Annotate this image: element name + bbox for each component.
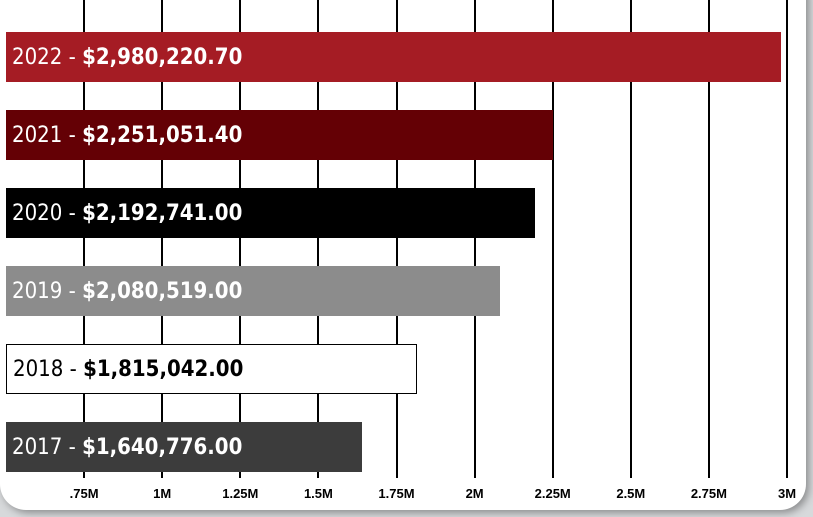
bar-year-label: 2019 [12,278,63,304]
bar-label-separator: - [62,122,83,148]
bar-2019: 2019 - $2,080,519.00 [6,266,500,316]
bar-label-separator: - [62,434,83,460]
bar-amount-label: $2,980,220.70 [82,44,243,70]
bar-year-label: 2017 [12,434,63,460]
bar-2018: 2018 - $1,815,042.00 [6,344,417,394]
bar-label: 2020 - $2,192,741.00 [6,201,242,226]
x-tick-label: 2M [465,486,484,501]
bar-2020: 2020 - $2,192,741.00 [6,188,535,238]
bar-2022: 2022 - $2,980,220.70 [6,32,781,82]
gridline-3M [786,0,788,478]
bar-amount-label: $2,251,051.40 [82,122,243,148]
gridline-2p75M [707,0,710,478]
bar-label: 2021 - $2,251,051.40 [6,123,242,148]
gridline-1p5M [317,0,320,478]
bar-label-separator: - [63,356,84,382]
bar-year-label: 2018 [13,356,64,382]
bar-2021: 2021 - $2,251,051.40 [6,110,554,160]
bar-label: 2018 - $1,815,042.00 [7,357,243,382]
gridline-1p25M [239,0,242,478]
bar-label-separator: - [62,200,83,226]
bar-label: 2019 - $2,080,519.00 [6,279,242,304]
bar-2017: 2017 - $1,640,776.00 [6,422,363,472]
x-tick-label: .75M [69,486,99,501]
bar-amount-label: $1,640,776.00 [82,434,243,460]
gridline-2p5M [629,0,632,478]
bar-label-separator: - [62,44,83,70]
x-tick-label: 1.5M [303,486,333,501]
bar-year-label: 2020 [12,200,63,226]
x-tick-label: 2.75M [690,486,727,501]
x-tick-label: 1.75M [378,486,415,501]
x-tick-label: 1M [153,486,172,501]
gridline-2M [473,0,476,478]
x-tick-label: 2.5M [616,486,646,501]
bar-label: 2017 - $1,640,776.00 [6,435,242,460]
gridline-1p75M [395,0,398,478]
gridline-1M [161,0,164,478]
bar-amount-label: $2,080,519.00 [82,278,243,304]
x-tick-label: 1.25M [222,486,259,501]
bar-label: 2022 - $2,980,220.70 [6,45,242,70]
x-tick-label: 2.25M [534,486,571,501]
bar-label-separator: - [62,278,83,304]
bar-amount-label: $1,815,042.00 [83,356,244,382]
x-tick-label: 3M [777,486,797,501]
gridline-p75M [83,0,86,478]
bar-amount-label: $2,192,741.00 [82,200,243,226]
gridline-2p25M [551,0,554,478]
bar-year-label: 2022 [12,44,63,70]
bar-year-label: 2021 [12,122,63,148]
